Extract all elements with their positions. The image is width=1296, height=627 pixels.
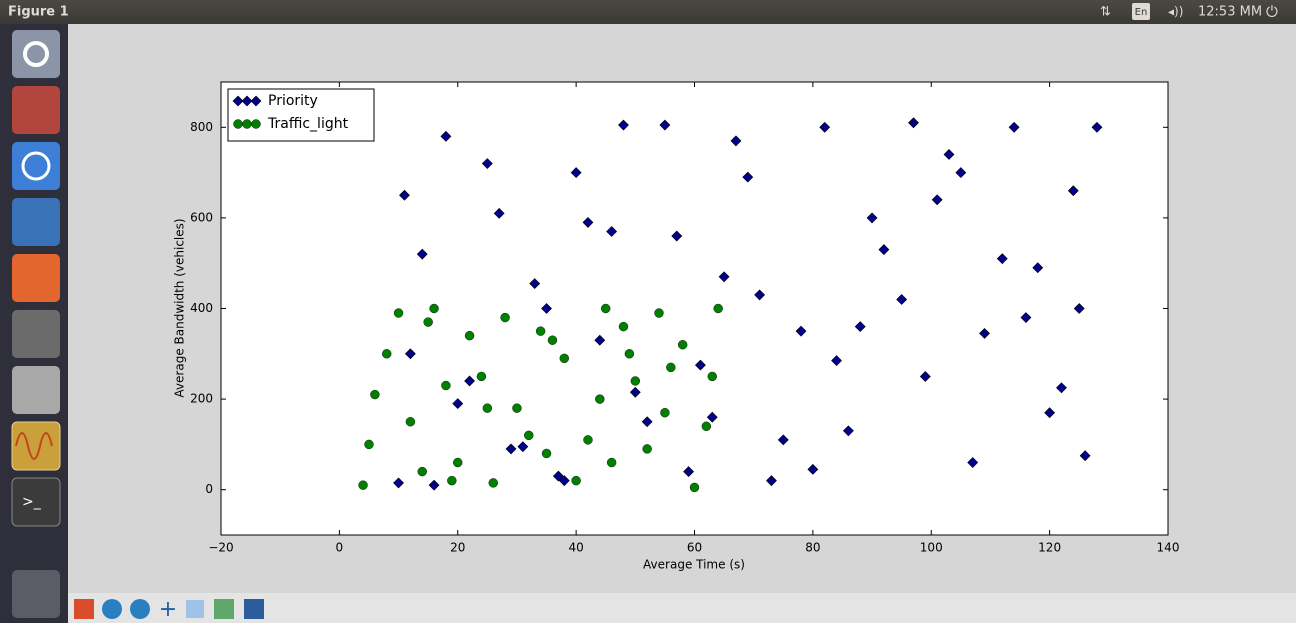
scatter-point: [625, 349, 634, 358]
scatter-point: [631, 376, 640, 385]
tool-home[interactable]: [74, 599, 94, 619]
scatter-point: [654, 309, 663, 318]
x-tick-label: 20: [450, 541, 465, 555]
scatter-point: [483, 404, 492, 413]
y-tick-label: 400: [190, 301, 213, 315]
scatter-point: [394, 309, 403, 318]
scatter-point: [548, 336, 557, 345]
axes: [221, 82, 1168, 535]
y-tick-label: 600: [190, 210, 213, 224]
scatter-point: [601, 304, 610, 313]
tool-pan[interactable]: +: [159, 597, 177, 622]
legend-marker: [243, 120, 252, 129]
scatter-point: [477, 372, 486, 381]
scatter-point: [583, 435, 592, 444]
y-tick-label: 800: [190, 120, 213, 134]
scatter-point: [690, 483, 699, 492]
scatter-point: [418, 467, 427, 476]
scatter-point: [560, 354, 569, 363]
scatter-point: [524, 431, 533, 440]
launcher-browser[interactable]: [12, 142, 60, 190]
scatter-point: [370, 390, 379, 399]
launcher-writer[interactable]: [12, 198, 60, 246]
network-icon[interactable]: ⇅: [1100, 5, 1111, 20]
tool-save[interactable]: [244, 599, 264, 619]
scatter-point: [572, 476, 581, 485]
scatter-point: [595, 395, 604, 404]
scatter-point: [512, 404, 521, 413]
launcher-figure[interactable]: [12, 422, 60, 470]
scatter-point: [678, 340, 687, 349]
launcher-software[interactable]: [12, 254, 60, 302]
scatter-point: [714, 304, 723, 313]
x-tick-label: 40: [568, 541, 583, 555]
scatter-point: [424, 318, 433, 327]
scatter-point: [660, 408, 669, 417]
language[interactable]: En: [1135, 7, 1148, 18]
terminal-logo: >_: [22, 494, 42, 510]
launcher-settings[interactable]: [12, 310, 60, 358]
scatter-point: [643, 444, 652, 453]
scatter-point: [359, 481, 368, 490]
scatter-point: [447, 476, 456, 485]
legend-label: Traffic_light: [267, 116, 349, 132]
y-tick-label: 0: [205, 482, 213, 496]
x-tick-label: 0: [336, 541, 344, 555]
scatter-point: [619, 322, 628, 331]
clock[interactable]: 12:53 MM: [1198, 5, 1262, 20]
legend-label: Priority: [268, 93, 318, 109]
tool-forward[interactable]: [130, 599, 150, 619]
scatter-point: [406, 417, 415, 426]
x-tick-label: 120: [1038, 541, 1061, 555]
scatter-point: [453, 458, 462, 467]
volume-icon[interactable]: ◂)): [1168, 5, 1183, 19]
scatter-point: [702, 422, 711, 431]
tool-back[interactable]: [102, 599, 122, 619]
x-axis-label: Average Time (s): [643, 558, 745, 572]
launcher-files[interactable]: [12, 86, 60, 134]
launcher-editor[interactable]: [12, 366, 60, 414]
x-tick-label: 80: [805, 541, 820, 555]
x-tick-label: 100: [920, 541, 943, 555]
power-icon[interactable]: ⏻: [1266, 3, 1278, 21]
scatter-point: [501, 313, 510, 322]
scatter-point: [430, 304, 439, 313]
scatter-point: [441, 381, 450, 390]
launcher-trash[interactable]: [12, 570, 60, 618]
tool-subplots[interactable]: [214, 599, 234, 619]
legend-marker: [234, 120, 243, 129]
scatter-point: [382, 349, 391, 358]
scatter-point: [666, 363, 675, 372]
scatter-point: [542, 449, 551, 458]
tool-zoom[interactable]: [186, 600, 204, 618]
x-tick-label: 140: [1157, 541, 1180, 555]
legend-marker: [252, 120, 261, 129]
y-tick-label: 200: [190, 392, 213, 406]
scatter-point: [708, 372, 717, 381]
scatter-point: [465, 331, 474, 340]
scatter-point: [607, 458, 616, 467]
screen: Figure 1 ⇅ En ◂)) 12:53 MM ⏻ >_ + Averag…: [0, 0, 1296, 623]
scatter-point: [489, 478, 498, 487]
window-title: Figure 1: [8, 5, 69, 20]
x-tick-label: −20: [208, 541, 233, 555]
scatter-point: [536, 327, 545, 336]
x-tick-label: 60: [687, 541, 702, 555]
y-axis-label: Average Bandwidth (vehicles): [173, 218, 187, 397]
scatter-point: [364, 440, 373, 449]
launcher-dash[interactable]: [12, 30, 60, 78]
